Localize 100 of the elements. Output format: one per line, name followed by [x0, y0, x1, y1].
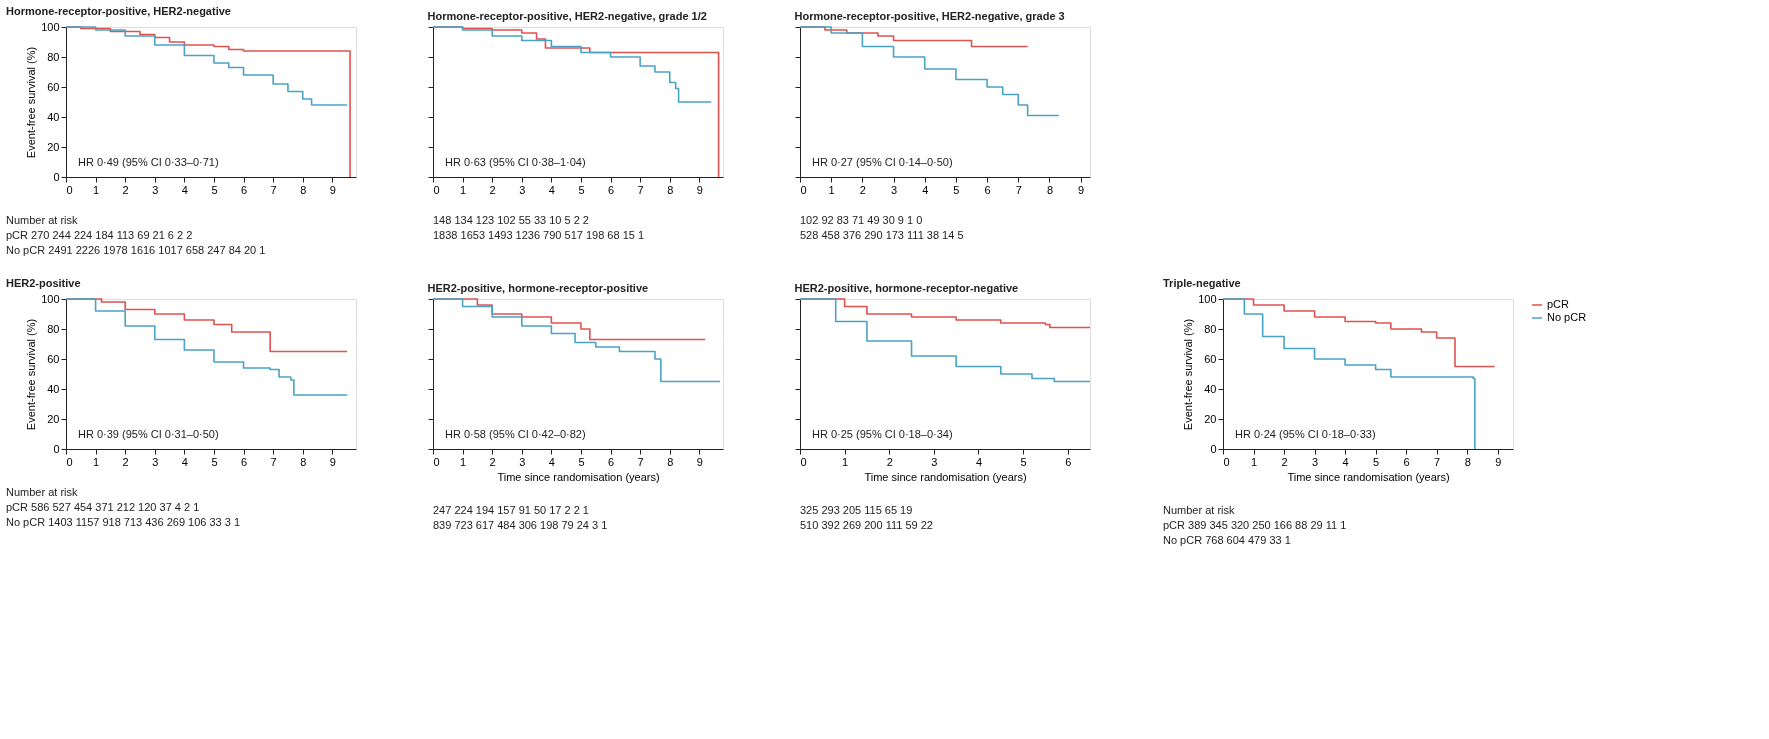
text: 528 458 376 290 173 111 38 14 5: [800, 229, 964, 241]
x-tick-label: 5: [211, 455, 218, 468]
annotation: HR 0·39 (95% CI 0·31–0·50): [78, 428, 219, 440]
text: 510 392 269 200 111 59 22: [800, 519, 933, 531]
text: No pCR 1403 1157 918 713 436 269 106 33 3 1: [6, 516, 241, 528]
x-tick-label: 0: [66, 455, 73, 468]
chart-title: Triple-negative: [1163, 277, 1241, 289]
chart-title: Hormone-receptor-positive, HER2-negative, grade 3: [794, 10, 1065, 23]
x-tick-label: 2: [859, 183, 866, 196]
chart-title: HER2-positive: [6, 277, 81, 289]
x-tick-label: 8: [667, 183, 674, 196]
x-tick-label: 6: [1065, 455, 1072, 468]
x-tick-label: 9: [329, 183, 336, 196]
y-axis-title: Event-free survival (%): [25, 318, 38, 431]
x-tick-label: 9: [696, 183, 703, 196]
text: No pCR 768 604 479 33 1: [1163, 534, 1291, 546]
x-tick-label: 4: [548, 455, 555, 468]
y-tick-label: 40: [1204, 382, 1217, 395]
x-tick-label: 1: [93, 455, 100, 468]
x-tick-label: 0: [433, 455, 440, 468]
x-tick-label: 5: [578, 455, 585, 468]
x-tick-label: 3: [519, 455, 526, 468]
x-axis-title: Time since randomisation (years): [864, 470, 1027, 483]
text: pCR 270 244 224 184 113 69 21 6 2 2: [6, 229, 193, 241]
x-tick-label: 4: [181, 455, 188, 468]
y-tick-label: 100: [1198, 292, 1217, 305]
x-tick-label: 4: [1342, 455, 1349, 468]
y-tick-label: 0: [53, 442, 60, 455]
x-tick-label: 6: [607, 183, 615, 196]
chart-title: Hormone-receptor-positive, HER2-negative: [6, 5, 231, 17]
annotation: HR 0·24 (95% CI 0·18–0·33): [1235, 428, 1376, 440]
y-axis-title: Event-free survival (%): [25, 46, 38, 159]
text: 1838 1653 1493 1236 790 517 198 68 15 1: [433, 229, 645, 241]
x-tick-label: 3: [931, 455, 938, 468]
x-axis-title: Time since randomisation (years): [1287, 470, 1450, 483]
x-tick-label: 7: [1015, 183, 1022, 196]
x-tick-label: 6: [240, 455, 248, 468]
text: pCR 586 527 454 371 212 120 37 4 2 1: [6, 501, 200, 513]
x-tick-label: 4: [922, 183, 929, 196]
x-tick-label: 2: [122, 183, 129, 196]
x-tick-label: 9: [1495, 455, 1502, 468]
annotation: HR 0·58 (95% CI 0·42–0·82): [445, 428, 586, 440]
legend-label: No pCR: [1547, 311, 1587, 323]
text: 102 92 83 71 49 30 9 1 0: [800, 214, 923, 226]
y-tick-label: 80: [47, 50, 60, 63]
x-tick-label: 7: [637, 455, 644, 468]
x-tick-label: 1: [93, 183, 100, 196]
text: Number at risk: [6, 486, 79, 498]
chart-title: HER2-positive, hormone-receptor-negative: [794, 282, 1019, 295]
x-tick-label: 5: [1020, 455, 1027, 468]
x-tick-label: 9: [1078, 183, 1085, 196]
x-tick-label: 8: [300, 183, 307, 196]
x-tick-label: 1: [460, 183, 467, 196]
x-tick-label: 8: [300, 455, 307, 468]
x-tick-label: 6: [607, 455, 615, 468]
x-tick-label: 3: [1312, 455, 1319, 468]
x-tick-label: 5: [953, 183, 960, 196]
x-tick-label: 8: [1464, 455, 1471, 468]
annotation: HR 0·27 (95% CI 0·14–0·50): [812, 156, 953, 168]
y-tick-label: 40: [47, 110, 60, 123]
y-tick-label: 60: [47, 352, 60, 365]
y-tick-label: 20: [1204, 412, 1217, 425]
x-tick-label: 0: [800, 183, 807, 196]
x-tick-label: 1: [460, 455, 467, 468]
y-tick-label: 0: [53, 170, 60, 183]
x-tick-label: 3: [152, 455, 159, 468]
y-tick-label: 40: [47, 382, 60, 395]
x-tick-label: 4: [975, 455, 983, 468]
x-axis-title: Time since randomisation (years): [497, 470, 660, 483]
x-tick-label: 3: [519, 183, 526, 196]
x-tick-label: 5: [1373, 455, 1380, 468]
y-tick-label: 80: [1204, 322, 1217, 335]
y-tick-label: 20: [47, 140, 60, 153]
y-tick-label: 100: [41, 20, 60, 33]
text: 839 723 617 484 306 198 79 24 3 1: [433, 519, 608, 531]
x-tick-label: 2: [122, 455, 129, 468]
text: 325 293 205 115 65 19: [800, 504, 913, 516]
x-tick-label: 4: [548, 183, 555, 196]
text: pCR 389 345 320 250 166 88 29 11 1: [1163, 519, 1347, 531]
x-tick-label: 2: [1281, 455, 1288, 468]
y-tick-label: 60: [1204, 352, 1217, 365]
legend-label: pCR: [1547, 298, 1570, 310]
text: 247 224 194 157 91 50 17 2 2 1: [433, 504, 589, 516]
x-tick-label: 0: [1223, 455, 1230, 468]
text: Number at risk: [6, 214, 79, 226]
annotation: HR 0·63 (95% CI 0·38–1·04): [445, 156, 586, 168]
x-tick-label: 0: [433, 183, 440, 196]
x-tick-label: 2: [489, 455, 496, 468]
x-tick-label: 8: [1046, 183, 1054, 196]
x-tick-label: 9: [329, 455, 336, 468]
x-tick-label: 6: [1403, 455, 1410, 468]
x-tick-label: 1: [828, 183, 835, 196]
x-tick-label: 1: [1250, 455, 1258, 468]
text: No pCR 2491 2226 1978 1616 1017 658 247 84 20 1: [6, 244, 266, 256]
chart-title: Hormone-receptor-positive, HER2-negative, grade 1/2: [427, 10, 707, 23]
x-tick-label: 0: [800, 455, 807, 468]
x-tick-label: 5: [578, 183, 585, 196]
annotation: HR 0·25 (95% CI 0·18–0·34): [812, 428, 953, 440]
y-tick-label: 80: [47, 322, 60, 335]
x-tick-label: 5: [211, 183, 218, 196]
